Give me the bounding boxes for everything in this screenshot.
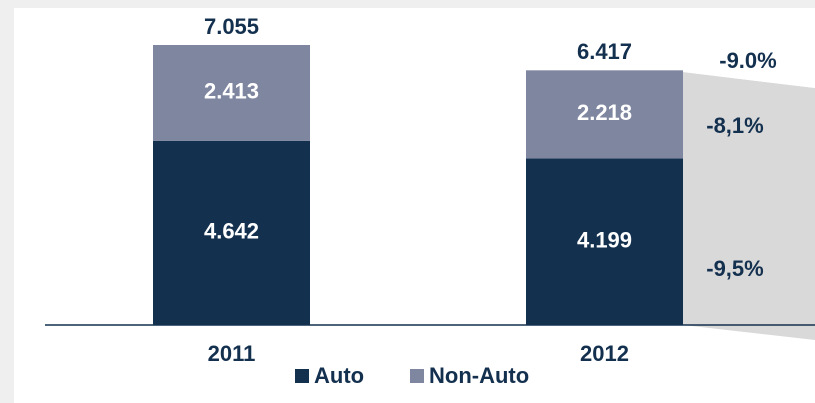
bar-segment xyxy=(153,45,310,141)
change-label: -8,1% xyxy=(706,113,763,138)
bar-segment xyxy=(526,158,683,325)
bar-segment xyxy=(526,70,683,159)
legend-label: Non-Auto xyxy=(429,363,529,388)
total-label: 6.417 xyxy=(577,39,632,64)
total-label: 7.055 xyxy=(204,14,259,39)
bar-segment xyxy=(153,140,310,325)
change-label: -9,5% xyxy=(706,256,763,281)
x-tick-label: 2011 xyxy=(208,341,256,366)
legend-swatch xyxy=(410,369,424,383)
data-label: 2.413 xyxy=(204,79,259,104)
legend-swatch xyxy=(295,369,309,383)
band-top xyxy=(683,72,815,88)
change-label: -9.0% xyxy=(719,48,776,73)
x-tick-label: 2012 xyxy=(580,341,629,366)
data-label: 4.199 xyxy=(577,227,632,252)
data-label: 4.642 xyxy=(204,219,259,244)
legend-label: Auto xyxy=(314,363,364,388)
data-label: 2.218 xyxy=(577,100,632,125)
change-band xyxy=(683,72,815,340)
